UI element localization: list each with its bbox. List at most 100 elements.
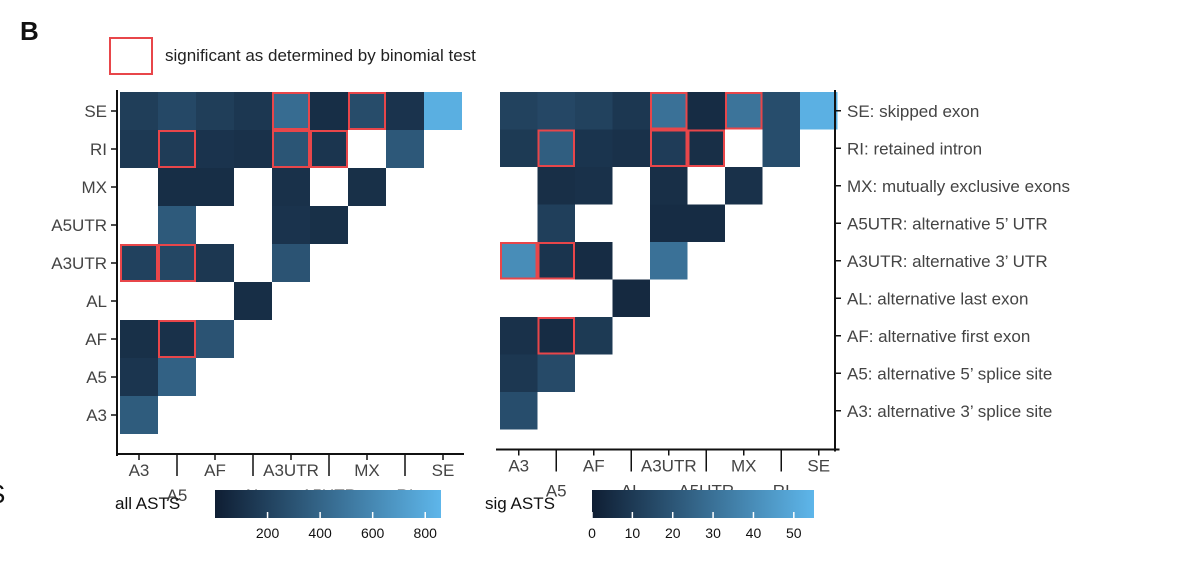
heatmap-cell-a3utr-a5 [158, 244, 196, 282]
heatmap-cell-al-al [612, 279, 650, 317]
heatmap-cell-se-af [575, 92, 613, 130]
y-tick-label: SE [84, 102, 107, 121]
heatmap-cell-a3-a3 [120, 396, 158, 434]
heatmap-cell-a5-a3 [500, 354, 538, 392]
heatmap-cell-ri-a5 [537, 129, 575, 167]
heatmap-cell-se-mx [725, 92, 763, 130]
heatmap-cell-se-af [196, 92, 234, 130]
significance-legend-label: significant as determined by binomial te… [165, 46, 476, 65]
heatmap-cell-a3utr-a3 [120, 244, 158, 282]
x-tick-label: AF [204, 461, 226, 480]
heatmap-cell-mx-mx [725, 167, 763, 205]
colorbar-tick-label: 400 [308, 525, 332, 541]
heatmap-cell-se-a3 [120, 92, 158, 130]
heatmap-cell-a5-a3 [120, 358, 158, 396]
y-tick-label: A5UTR [51, 216, 107, 235]
heatmap-cell-se-se [424, 92, 462, 130]
heatmap-cell-ri-al [234, 130, 272, 168]
heatmap-cell-se-se [800, 92, 838, 130]
colorbar-all-asts: all ASTS 200 400 600 800 [115, 490, 441, 541]
significance-border-ri-a5utr [310, 130, 348, 168]
significance-legend-swatch [109, 37, 153, 75]
heatmap-cell-af-a5 [158, 320, 196, 358]
heatmap-cell-se-a3 [500, 92, 538, 130]
heatmap-cell-se-a5 [158, 92, 196, 130]
significance-border-ri-a5utr [687, 129, 725, 167]
heatmap-cell-af-a5 [537, 317, 575, 355]
heatmap-cell-af-a3 [500, 317, 538, 355]
x-tick-label: MX [731, 457, 757, 476]
heatmap-cell-a5utr-a5 [537, 204, 575, 242]
heatmap-cell-a5utr-a5utr [310, 206, 348, 244]
y-tick-label: AF [85, 330, 107, 349]
colorbar-tick-label: 600 [361, 525, 385, 541]
colorbar-tick-label: 20 [665, 525, 681, 541]
heatmap-cell-ri-al [612, 129, 650, 167]
heatmap-cell-se-a5utr [687, 92, 725, 130]
significance-border-a3utr-a3 [120, 244, 158, 282]
x-tick-label: SE [807, 457, 830, 476]
heatmap-cell-af-af [575, 317, 613, 355]
heatmap-cell-se-ri [386, 92, 424, 130]
colorbar-tick-label: 800 [414, 525, 438, 541]
significance-border-se-mx [725, 92, 763, 130]
y-tick-label: A3UTR: alternative 3’ UTR [847, 252, 1048, 271]
heatmap-cell-ri-af [196, 130, 234, 168]
colorbar-tick-label: 0 [588, 525, 596, 541]
heatmap-cell-ri-a5utr [310, 130, 348, 168]
heatmap-cell-a3utr-af [196, 244, 234, 282]
heatmap-cell-se-a3utr [272, 92, 310, 130]
significance-border-ri-a5 [537, 129, 575, 167]
heatmap-cell-af-af [196, 320, 234, 358]
heatmap-cell-af-a3 [120, 320, 158, 358]
significance-border-se-a3utr [272, 92, 310, 130]
y-tick-label: SE: skipped exon [847, 102, 979, 121]
x-tick-label: A3UTR [641, 457, 697, 476]
heatmap-cell-ri-a5 [158, 130, 196, 168]
y-tick-label: RI [90, 140, 107, 159]
colorbar-sig-asts: sig ASTS 0 10 20 30 40 50 [485, 490, 814, 541]
heatmap-cell-a3utr-a3utr [272, 244, 310, 282]
heatmap-cell-a5utr-a5 [158, 206, 196, 244]
heatmap-cell-ri-ri [386, 130, 424, 168]
x-tick-label: SE [432, 461, 455, 480]
panel-label: B [20, 16, 39, 46]
heatmap-cell-a3utr-af [575, 242, 613, 280]
x-tick-label: A3UTR [263, 461, 319, 480]
heatmap-cell-ri-a5utr [687, 129, 725, 167]
y-tick-label: A5UTR: alternative 5’ UTR [847, 214, 1048, 233]
heatmap-cell-se-mx [348, 92, 386, 130]
heatmap-cell-mx-a3utr [650, 167, 688, 205]
x-tick-label: AF [583, 457, 605, 476]
y-tick-label: MX: mutually exclusive exons [847, 177, 1070, 196]
y-tick-label: MX [82, 178, 108, 197]
x-tick-label: MX [354, 461, 380, 480]
significance-border-af-a5 [537, 317, 575, 355]
heatmap-cell-ri-a3utr [272, 130, 310, 168]
colorbar-tick-label: 50 [786, 525, 802, 541]
heatmap-cell-se-a5 [537, 92, 575, 130]
heatmap-cell-a3-a3 [500, 392, 538, 430]
y-tick-label: A3UTR [51, 254, 107, 273]
heatmap-cell-se-al [234, 92, 272, 130]
y-tick-label: A5 [86, 368, 107, 387]
y-tick-label: RI: retained intron [847, 139, 982, 158]
heatmap-cell-ri-af [575, 129, 613, 167]
y-tick-label: A3 [86, 406, 107, 425]
significance-border-a3utr-a3 [500, 242, 538, 280]
colorbar-sig-asts-title: sig ASTS [485, 494, 555, 513]
significance-border-se-mx [348, 92, 386, 130]
x-tick-label: A5 [546, 482, 567, 501]
x-tick-label: A3 [508, 457, 529, 476]
y-tick-label: AL: alternative last exon [847, 289, 1028, 308]
heatmap-cell-a5-a5 [537, 354, 575, 392]
heatmap-cell-a3utr-a3utr [650, 242, 688, 280]
heatmap-cell-se-a3utr [650, 92, 688, 130]
heatmap-cell-a3utr-a5 [537, 242, 575, 280]
significance-border-ri-a3utr [650, 129, 688, 167]
heatmap-sig-asts: SE: skipped exon RI: retained intron MX: m… [496, 90, 1070, 501]
x-tick-label: A5 [167, 486, 188, 505]
significance-border-a3utr-a5 [158, 244, 196, 282]
y-tick-label: AF: alternative first exon [847, 327, 1030, 346]
